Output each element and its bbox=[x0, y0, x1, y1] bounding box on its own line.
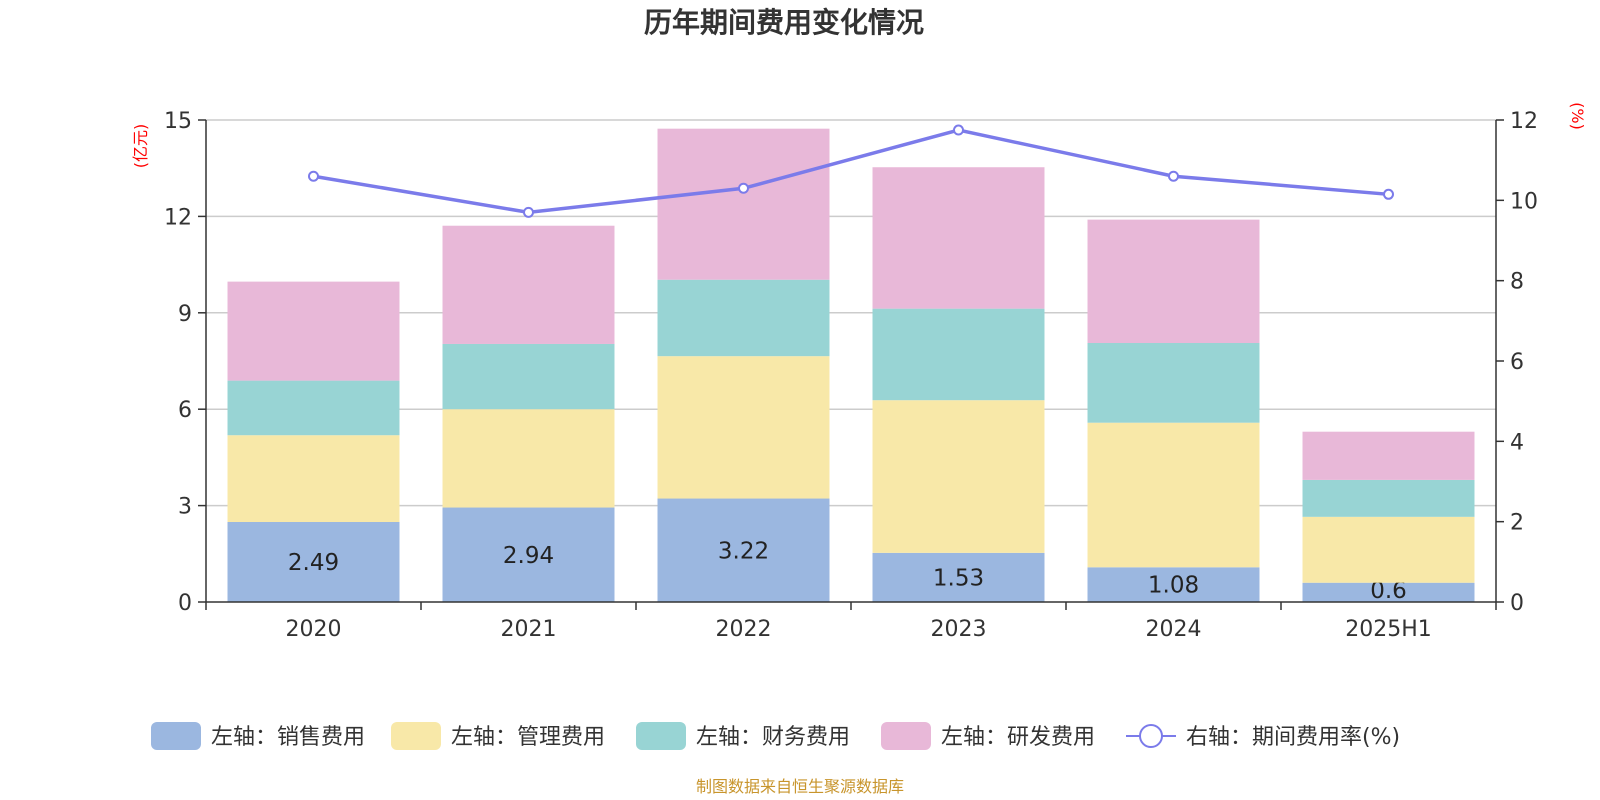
bar-segment bbox=[1302, 431, 1475, 480]
bar-segment bbox=[442, 343, 615, 410]
rate-point bbox=[523, 206, 534, 218]
left-tick-label: 6 bbox=[178, 398, 192, 423]
x-tick-label: 2021 bbox=[501, 617, 557, 642]
rate-point bbox=[738, 182, 749, 194]
right-tick-label: 0 bbox=[1510, 591, 1524, 616]
bar-data-label: 2.49 bbox=[288, 550, 339, 576]
chart-title: 历年期间费用变化情况 bbox=[644, 6, 924, 39]
right-tick-label: 6 bbox=[1510, 350, 1524, 375]
bar-segment bbox=[872, 167, 1045, 309]
left-tick-label: 3 bbox=[178, 495, 192, 520]
bar-segment bbox=[872, 552, 1045, 602]
bar-segment bbox=[1087, 343, 1260, 423]
x-tick-label: 2024 bbox=[1146, 617, 1202, 642]
right-tick-label: 4 bbox=[1510, 430, 1524, 455]
bar-segment bbox=[442, 225, 615, 344]
legend: 左轴：销售费用 左轴：管理费用 左轴：财务费用 左轴：研发费用 右轴：期间费用率(%) bbox=[151, 722, 1400, 750]
bar-segment bbox=[872, 308, 1045, 401]
bar-segment bbox=[657, 356, 830, 499]
bar-segment bbox=[442, 409, 615, 508]
right-tick-label: 8 bbox=[1510, 270, 1524, 295]
bar-segment bbox=[657, 279, 830, 357]
bar-segment bbox=[1302, 582, 1475, 602]
legend-label: 左轴：管理费用 bbox=[451, 725, 605, 750]
left-tick-label: 0 bbox=[178, 591, 192, 616]
bar-segment bbox=[1302, 479, 1475, 517]
legend-label: 右轴：期间费用率(%) bbox=[1186, 725, 1400, 750]
legend-label: 左轴：财务费用 bbox=[696, 725, 850, 750]
right-axis-unit: (%) bbox=[1568, 102, 1587, 130]
bar-segment bbox=[227, 521, 400, 602]
left-axis-unit: (亿元) bbox=[131, 124, 150, 169]
left-tick-label: 12 bbox=[164, 205, 192, 230]
rate-point bbox=[953, 124, 964, 136]
bars: 2.49 2.94 3.221.53 1.08 0.6 bbox=[227, 128, 1475, 604]
bar-segment bbox=[1302, 516, 1475, 583]
grid-lines bbox=[206, 119, 1496, 507]
legend-label: 左轴：销售费用 bbox=[211, 725, 365, 750]
right-tick-label: 2 bbox=[1510, 511, 1524, 536]
bar-segment bbox=[442, 507, 615, 602]
axes: 0 3 6 9 12 15 0 2 4 6 8 10 12 2020 2021 2022 2023 2024 202… bbox=[164, 109, 1538, 642]
legend-swatch bbox=[391, 722, 441, 750]
bar-data-label: 3.22 bbox=[718, 538, 769, 564]
left-tick-label: 15 bbox=[164, 109, 192, 134]
x-tick-label: 2022 bbox=[716, 617, 772, 642]
legend-swatch bbox=[636, 722, 686, 750]
legend-swatch bbox=[881, 722, 931, 750]
right-tick-label: 10 bbox=[1510, 189, 1538, 214]
bar-segment bbox=[1087, 567, 1260, 602]
bar-segment bbox=[227, 281, 400, 381]
rate-line bbox=[308, 124, 1394, 218]
x-tick-label: 2023 bbox=[931, 617, 987, 642]
legend-marker bbox=[1139, 724, 1163, 748]
source-note: 制图数据来自恒生聚源数据库 bbox=[696, 777, 904, 796]
left-tick-label: 9 bbox=[178, 302, 192, 327]
bar-segment bbox=[227, 380, 400, 436]
legend-swatch bbox=[151, 722, 201, 750]
x-tick-label: 2020 bbox=[286, 617, 342, 642]
bar-data-label: 1.08 bbox=[1148, 573, 1199, 599]
bar-segment bbox=[872, 400, 1045, 553]
right-tick-label: 12 bbox=[1510, 109, 1538, 134]
rate-point bbox=[1383, 188, 1394, 200]
bar-segment bbox=[227, 435, 400, 522]
bar-segment bbox=[657, 498, 830, 602]
bar-data-label: 1.53 bbox=[933, 565, 984, 591]
rate-point bbox=[308, 170, 319, 182]
legend-label: 左轴：研发费用 bbox=[941, 725, 1095, 750]
bar-segment bbox=[657, 128, 830, 280]
x-tick-label: 2025H1 bbox=[1345, 617, 1432, 642]
bar-segment bbox=[1087, 219, 1260, 344]
rate-point bbox=[1168, 170, 1179, 182]
rate-line-path bbox=[313, 128, 1389, 215]
bar-data-label: 2.94 bbox=[503, 543, 554, 569]
bar-segment bbox=[1087, 422, 1260, 568]
